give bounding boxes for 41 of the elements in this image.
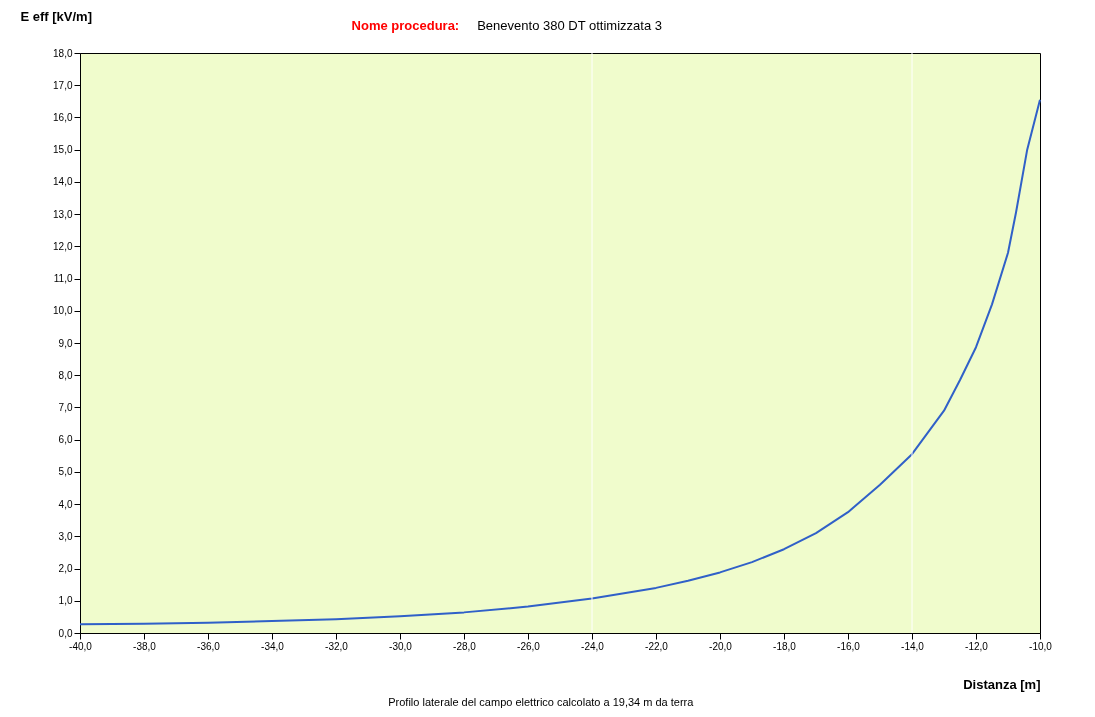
line-series <box>79 98 1041 626</box>
x-tick-label: -26,0 <box>517 640 541 652</box>
chart-subtitle: Benevento 380 DT ottimizzata 3 <box>477 18 662 33</box>
text: Profilo laterale del campo elettrico calcolato a 19,34 m da terra <box>388 696 695 708</box>
y-tick-label: 1,0 <box>58 595 73 607</box>
x-tick-label: -34,0 <box>261 640 285 652</box>
y-tick-label: 5,0 <box>58 466 73 478</box>
y-tick-label: 18,0 <box>53 47 73 59</box>
y-tick-label: 12,0 <box>53 240 73 252</box>
x-tick-label: -10,0 <box>1029 640 1053 652</box>
x-tick-label: -14,0 <box>901 640 925 652</box>
y-tick-label: 2,0 <box>58 563 73 575</box>
x-tick-label: -30,0 <box>389 640 413 652</box>
y-tick-label: 9,0 <box>58 337 73 349</box>
x-tick-label: -18,0 <box>773 640 797 652</box>
x-tick-label: -38,0 <box>133 640 157 652</box>
x-tick-label: -20,0 <box>709 640 733 652</box>
y-axis-title: E eff [kV/m] <box>20 8 93 24</box>
chart-title: Nome procedura: <box>351 18 460 33</box>
x-tick-label: -32,0 <box>325 640 349 652</box>
x-tick-label: -12,0 <box>965 640 989 652</box>
y-tick-label: 8,0 <box>58 369 73 381</box>
y-tick-label: 7,0 <box>58 401 73 413</box>
y-tick-label: 14,0 <box>53 176 73 188</box>
y-tick-label: 6,0 <box>58 434 73 446</box>
x-tick-label: -28,0 <box>453 640 477 652</box>
x-tick-label: -40,0 <box>69 640 93 652</box>
y-tick-label: 16,0 <box>53 111 73 123</box>
y-tick-label: 10,0 <box>53 305 73 317</box>
y-tick-label: 0,0 <box>58 627 73 639</box>
x-tick-label: -36,0 <box>197 640 221 652</box>
x-tick-label: -24,0 <box>581 640 605 652</box>
x-tick-label: -22,0 <box>645 640 669 652</box>
y-tick-label: 17,0 <box>53 79 73 91</box>
y-tick-label: 13,0 <box>53 208 73 220</box>
y-tick-label: 15,0 <box>53 144 73 156</box>
y-tick-label: 3,0 <box>58 530 73 542</box>
y-tick-label: 4,0 <box>58 498 73 510</box>
y-tick-label: 11,0 <box>53 273 73 285</box>
x-axis-title: Distanza [m] <box>963 676 1041 692</box>
x-tick-label: -16,0 <box>837 640 861 652</box>
